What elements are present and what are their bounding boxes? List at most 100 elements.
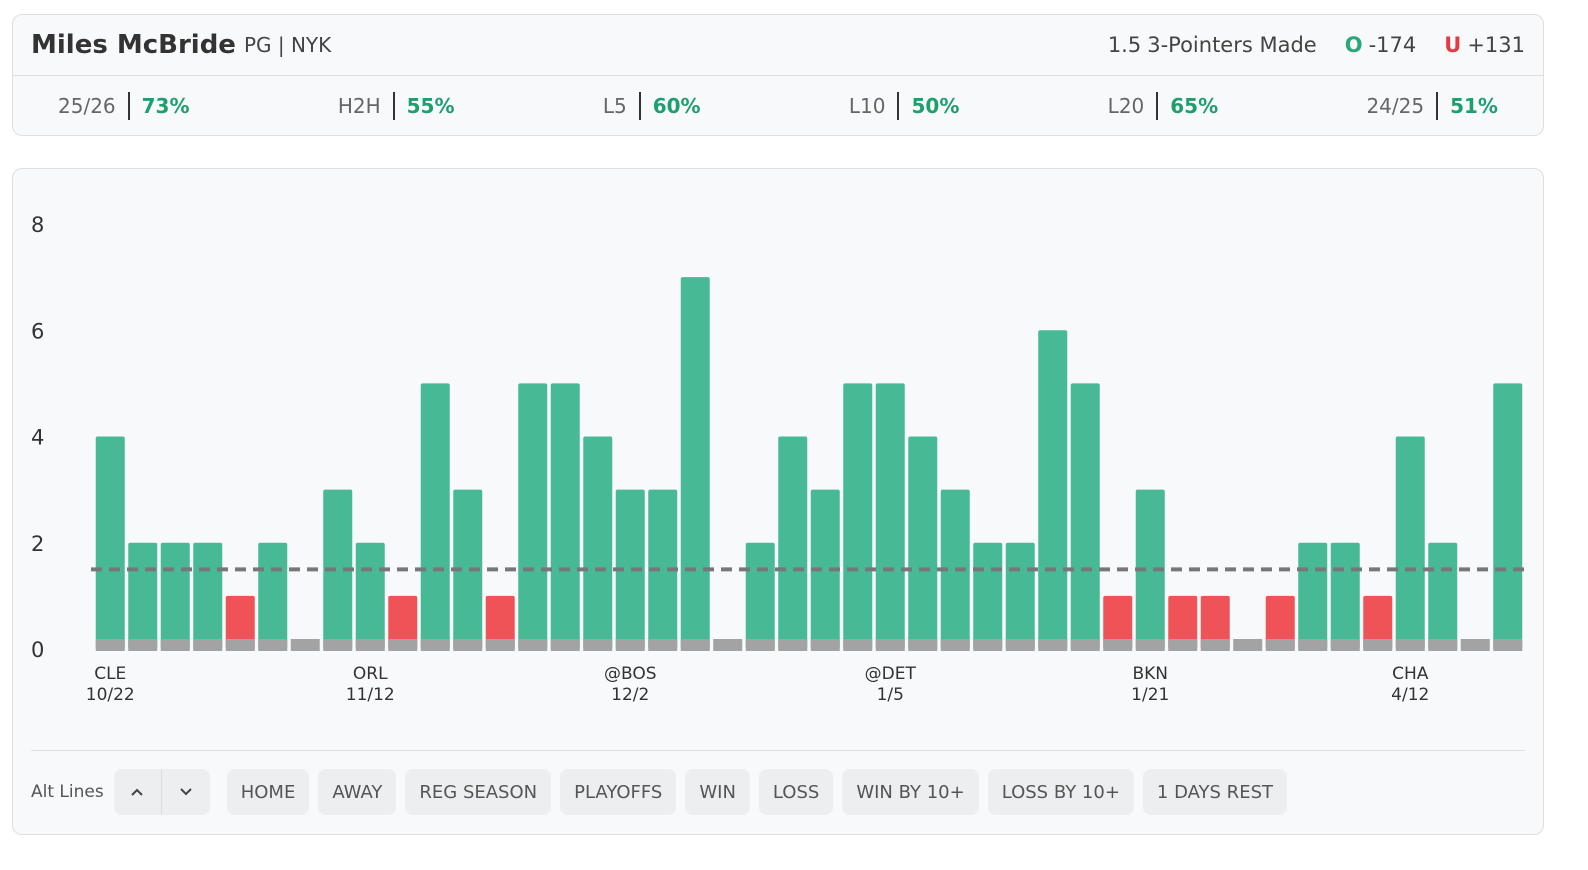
bar-base — [615, 639, 645, 651]
split-item[interactable]: 25/26 73% — [58, 92, 190, 120]
stat-name: 3-Pointers Made — [1147, 33, 1317, 57]
bar-base — [128, 639, 158, 651]
bar — [1038, 330, 1068, 649]
bar-base — [940, 639, 970, 651]
split-label: L5 — [603, 92, 641, 120]
bar-base — [1005, 639, 1035, 651]
filter-bar: Alt Lines HOME AWAY REG SEASON PLAYOFFS WIN L… — [31, 769, 1287, 815]
bar-base — [973, 639, 1003, 651]
bar-base — [778, 639, 808, 651]
under-odds[interactable]: +131 — [1467, 33, 1525, 57]
split-item[interactable]: L10 50% — [849, 92, 959, 120]
bar — [1330, 542, 1360, 649]
over-odds[interactable]: -174 — [1368, 33, 1417, 57]
bar-base — [258, 639, 288, 651]
bar-base — [1330, 639, 1360, 651]
bar — [583, 436, 613, 649]
bar-base — [1038, 639, 1068, 651]
split-item[interactable]: 24/25 51% — [1366, 92, 1498, 120]
x-tick-label: CLE — [94, 664, 126, 684]
chart-card: 0 2 4 6 8 CLE 10/22 ORL 11/12 @BOS 12/2 @DET 1/5 BKN 1… — [12, 168, 1544, 835]
bar-base — [680, 639, 710, 651]
bar — [453, 489, 483, 649]
bar-base — [583, 639, 613, 651]
filter-button[interactable]: 1 DAYS REST — [1142, 769, 1287, 815]
bar — [420, 383, 450, 649]
bar-base — [388, 639, 418, 651]
split-item[interactable]: H2H 55% — [338, 92, 455, 120]
bar-base — [1265, 639, 1295, 651]
x-tick-date: 11/12 — [346, 685, 395, 705]
filter-button[interactable]: LOSS BY 10+ — [987, 769, 1134, 815]
filter-button[interactable]: WIN BY 10+ — [842, 769, 979, 815]
bar-base — [550, 639, 580, 651]
bar — [355, 542, 385, 649]
split-label: H2H — [338, 92, 395, 120]
step-down[interactable] — [161, 769, 210, 815]
filter-button[interactable]: PLAYOFFS — [560, 769, 677, 815]
bar — [778, 436, 808, 649]
bar-base — [225, 639, 255, 651]
over-label[interactable]: O — [1344, 33, 1363, 57]
divider — [31, 750, 1525, 751]
bar-base — [1200, 639, 1230, 651]
bar — [128, 542, 158, 649]
bar — [1070, 383, 1100, 649]
step-up[interactable] — [114, 769, 162, 815]
split-label: L10 — [849, 92, 900, 120]
split-label: 25/26 — [58, 92, 130, 120]
bar — [1395, 436, 1425, 649]
bar-base — [1460, 639, 1490, 651]
line-value: 1.5 — [1107, 33, 1142, 57]
bar — [615, 489, 645, 649]
split-item[interactable]: L5 60% — [603, 92, 701, 120]
bar — [745, 542, 775, 649]
bar — [1493, 383, 1523, 649]
bar — [973, 542, 1003, 649]
filter-button[interactable]: AWAY — [318, 769, 397, 815]
split-value: 50% — [911, 94, 960, 118]
split-value: 51% — [1450, 94, 1498, 118]
bar-base — [290, 639, 320, 651]
bar-base — [1428, 639, 1458, 651]
prop-line: 1.5 3-Pointers Made O -174 U +131 — [1108, 33, 1525, 57]
bar — [193, 542, 223, 649]
filter-button[interactable]: LOSS — [758, 769, 834, 815]
bar-base — [1103, 639, 1133, 651]
bar-base — [518, 639, 548, 651]
x-tick-label: CHA — [1392, 664, 1429, 684]
bar-base — [485, 639, 515, 651]
alt-line-stepper — [113, 769, 210, 815]
split-label: 24/25 — [1366, 92, 1439, 120]
bar — [518, 383, 548, 649]
x-tick-date: 4/12 — [1391, 685, 1429, 705]
bar-base — [1135, 639, 1165, 651]
x-tick-label: @DET — [865, 664, 917, 684]
split-value: 60% — [652, 94, 701, 118]
under-label[interactable]: U — [1444, 33, 1462, 57]
x-tick-label: BKN — [1132, 664, 1168, 684]
x-tick-date: 1/21 — [1131, 685, 1169, 705]
y-tick-label: 2 — [31, 532, 44, 556]
filter-button[interactable]: WIN — [685, 769, 750, 815]
x-tick-date: 12/2 — [611, 685, 649, 705]
bar-base — [1168, 639, 1198, 651]
bar-base — [193, 639, 223, 651]
bar-base — [1070, 639, 1100, 651]
bar — [323, 489, 353, 649]
bar-base — [420, 639, 450, 651]
bar — [550, 383, 580, 649]
filter-button[interactable]: REG SEASON — [405, 769, 552, 815]
bar-base — [323, 639, 353, 651]
x-tick-date: 10/22 — [86, 685, 135, 705]
bar — [160, 542, 190, 649]
filter-button[interactable]: HOME — [226, 769, 310, 815]
split-item[interactable]: L20 65% — [1108, 92, 1218, 120]
bar — [875, 383, 905, 649]
bar — [1298, 542, 1328, 649]
bar-base — [453, 639, 483, 651]
bar-base — [713, 639, 743, 651]
bar — [1428, 542, 1458, 649]
down-icon — [180, 788, 192, 796]
